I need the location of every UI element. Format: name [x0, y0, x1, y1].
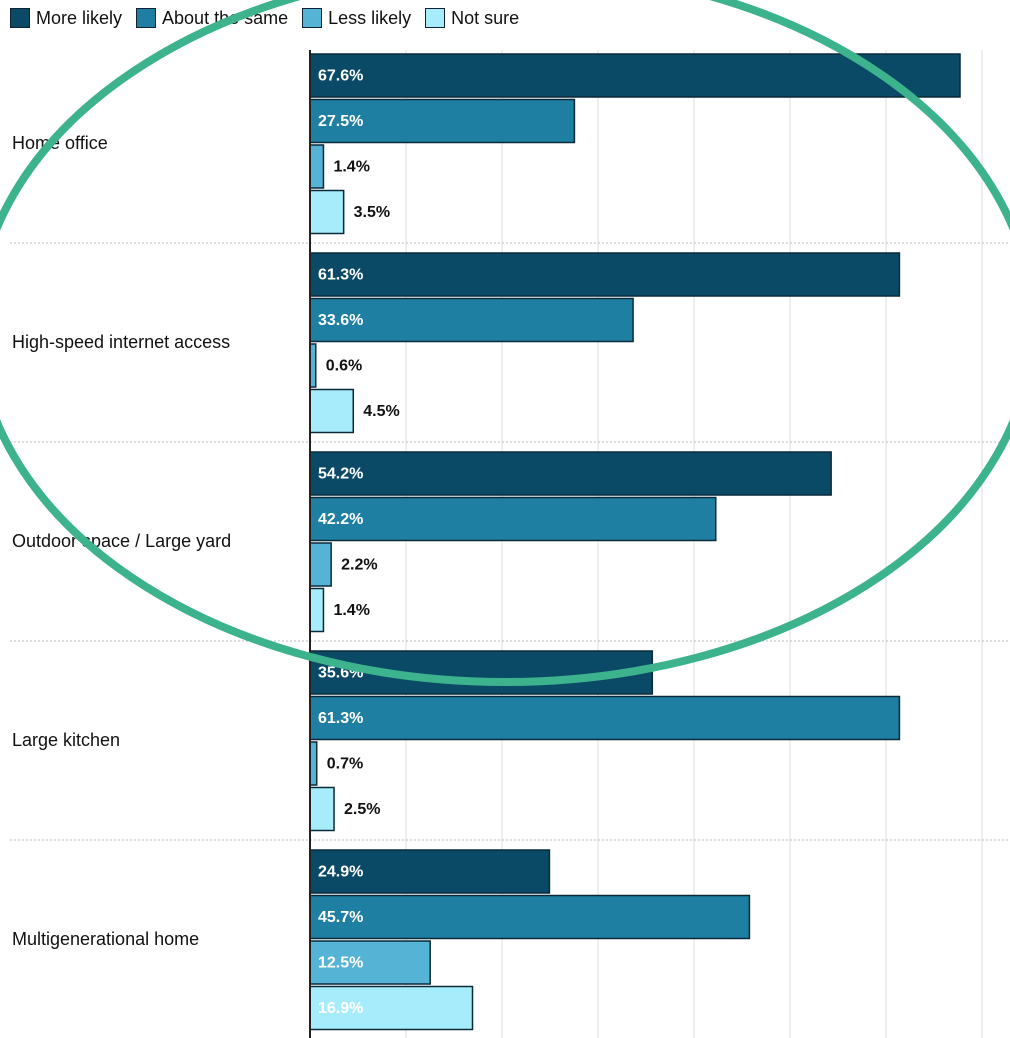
bar	[309, 894, 751, 940]
category-label: High-speed internet access	[12, 332, 230, 352]
category-label: Outdoor space / Large yard	[12, 531, 231, 551]
data-label: 24.9%	[318, 864, 363, 881]
bar	[309, 252, 901, 297]
data-label: 4.5%	[363, 403, 399, 420]
bar	[309, 98, 576, 144]
data-label: 61.3%	[318, 710, 363, 727]
bar	[309, 451, 832, 496]
data-label: 0.7%	[327, 756, 363, 773]
bar	[309, 496, 717, 542]
data-label: 67.6%	[318, 68, 363, 85]
bar	[309, 189, 345, 235]
bar	[309, 695, 901, 741]
data-label: 1.4%	[333, 159, 369, 176]
bar	[309, 985, 474, 1031]
data-label: 54.2%	[318, 466, 363, 483]
category-label: Multigenerational home	[12, 929, 199, 949]
legend-item-not-sure: Not sure	[425, 8, 519, 29]
bar	[309, 297, 634, 343]
data-label: 33.6%	[318, 312, 363, 329]
legend-swatch-not-sure	[425, 8, 446, 28]
category-label: Home office	[12, 133, 108, 153]
category-label: Large kitchen	[12, 730, 120, 750]
bar	[309, 587, 325, 633]
legend-item-less-likely: Less likely	[302, 8, 411, 29]
legend-item-more-likely: More likely	[10, 8, 122, 29]
data-label: 45.7%	[318, 909, 363, 926]
data-label: 3.5%	[354, 204, 390, 221]
data-label: 12.5%	[318, 955, 363, 972]
data-label: 0.6%	[326, 358, 362, 375]
data-label: 61.3%	[318, 267, 363, 284]
legend-label-less-likely: Less likely	[328, 7, 412, 28]
legend-swatch-more-likely	[10, 8, 30, 28]
bar	[309, 144, 325, 189]
data-label: 42.2%	[318, 511, 363, 528]
data-label: 2.5%	[344, 801, 380, 818]
bar	[309, 542, 332, 587]
legend-swatch-less-likely	[302, 8, 323, 28]
data-label: 27.5%	[318, 113, 363, 130]
data-label: 2.2%	[341, 557, 377, 574]
bar	[309, 388, 355, 434]
bar	[309, 786, 335, 832]
annotation-ellipse	[0, 0, 1010, 686]
bar	[309, 53, 961, 98]
data-label: 16.9%	[318, 1000, 363, 1017]
data-label: 1.4%	[333, 602, 369, 619]
bar	[309, 849, 551, 894]
bar	[309, 741, 318, 786]
legend-label-more-likely: More likely	[36, 7, 123, 28]
legend-swatch-about-the-same	[136, 8, 157, 28]
legend-label-not-sure: Not sure	[451, 7, 520, 28]
